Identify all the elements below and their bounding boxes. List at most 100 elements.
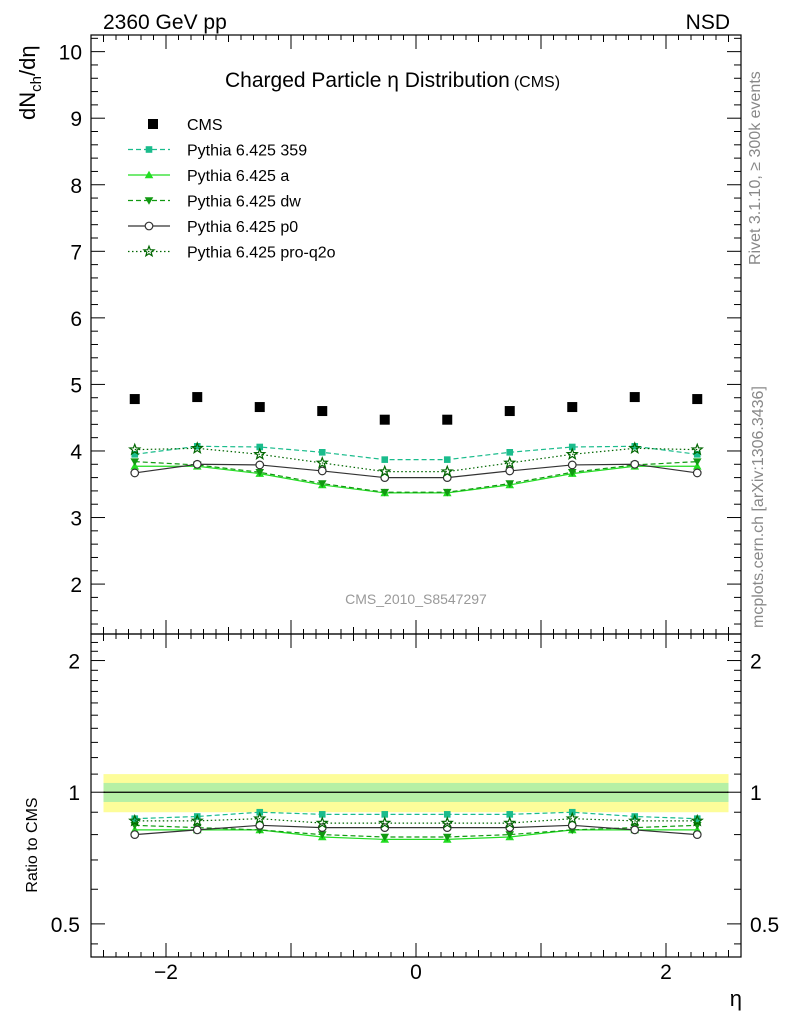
series-cms-data <box>129 392 703 425</box>
data-point-marker <box>193 443 201 450</box>
data-point-marker <box>254 402 265 413</box>
legend-item: Pythia 6.425 p0 <box>128 219 298 236</box>
x-tick-label: 2 <box>660 961 672 984</box>
data-point-marker <box>144 221 154 231</box>
series-pythia-6-425-pro-q2o <box>128 441 704 478</box>
data-point-marker <box>505 466 515 476</box>
data-point-marker <box>317 406 328 417</box>
data-point-marker <box>503 816 517 829</box>
y-tick-label: 8 <box>70 175 82 198</box>
y-tick-label: 9 <box>70 108 82 131</box>
data-point-marker <box>128 442 142 456</box>
data-point-marker <box>628 441 642 454</box>
data-point-marker <box>130 468 140 478</box>
ratio-tick-label-right: 2 <box>750 651 762 674</box>
series-line <box>134 818 698 824</box>
ratio-series-pythia-6-425-pro-q2o <box>128 811 704 829</box>
data-point-marker <box>318 811 326 818</box>
y-tick-label: 2 <box>70 574 82 597</box>
x-tick-label: −2 <box>154 961 178 984</box>
data-point-marker <box>129 394 140 405</box>
data-point-marker <box>629 392 640 403</box>
data-point-marker <box>315 455 329 469</box>
series-line <box>134 824 698 836</box>
y-tick-label: 6 <box>70 308 82 331</box>
series-line <box>134 465 698 494</box>
y-tick-label: 4 <box>70 441 82 464</box>
legend-label: Pythia 6.425 359 <box>187 143 307 160</box>
data-point-marker <box>440 816 454 829</box>
data-point-marker <box>565 447 579 460</box>
data-point-marker <box>255 468 265 477</box>
x-axis-label: η <box>730 986 742 1011</box>
ratio-tick-label-right: 1 <box>750 782 762 805</box>
data-point-marker <box>440 464 454 478</box>
data-point-marker <box>505 831 515 839</box>
ratio-tick-label-left: 2 <box>68 651 80 674</box>
data-point-marker <box>506 811 514 818</box>
legend-item: CMS <box>148 117 223 134</box>
series-line <box>134 811 698 820</box>
legend-label: Pythia 6.425 a <box>187 168 289 185</box>
legend-label: Pythia 6.425 p0 <box>187 219 298 236</box>
data-point-marker <box>130 458 140 466</box>
data-point-marker <box>504 406 515 417</box>
data-point-marker <box>131 815 139 822</box>
series-line <box>134 463 698 479</box>
data-point-marker <box>145 146 153 153</box>
data-point-marker <box>190 441 204 454</box>
legend-label: CMS <box>187 117 223 134</box>
main-plot-panel <box>90 34 742 635</box>
data-point-marker <box>630 825 640 835</box>
ratio-tick-label-left: 1 <box>68 782 80 805</box>
data-point-marker <box>692 468 702 478</box>
data-point-marker <box>131 451 139 458</box>
legend-item: Pythia 6.425 pro-q2o <box>128 244 336 262</box>
data-point-marker <box>692 830 702 840</box>
ratio-series-pythia-6-425-p0 <box>130 820 702 840</box>
data-point-marker <box>567 468 577 477</box>
data-point-marker <box>379 414 390 425</box>
header-right: NSD <box>686 11 730 34</box>
y-tick-label: 10 <box>59 42 82 65</box>
data-point-marker <box>505 480 515 488</box>
series-line <box>134 824 698 838</box>
data-point-marker <box>317 480 327 488</box>
data-point-marker <box>378 464 392 478</box>
legend-item: Pythia 6.425 359 <box>128 143 307 160</box>
data-point-marker <box>317 831 327 839</box>
series-pythia-6-425-359 <box>131 443 701 463</box>
data-point-marker <box>631 443 639 450</box>
data-point-marker <box>148 119 158 129</box>
data-point-marker <box>142 244 156 258</box>
data-point-marker <box>503 455 517 469</box>
ratio-series-pythia-6-425-dw <box>130 822 702 842</box>
data-point-marker <box>315 816 329 829</box>
data-point-marker <box>256 443 264 451</box>
data-point-marker <box>568 443 576 451</box>
data-point-marker <box>381 456 389 463</box>
legend: CMS Pythia 6.425 359 Pythia 6.425 a Pythia … <box>128 117 336 262</box>
data-point-marker <box>628 813 642 827</box>
y-tick-label: 5 <box>70 374 82 397</box>
data-point-marker <box>692 458 702 466</box>
data-point-marker <box>692 394 703 405</box>
side-label-rivet: Rivet 3.1.10, ≥ 300k events <box>747 71 764 265</box>
data-point-marker <box>128 813 142 827</box>
ratio-plot-panel <box>90 633 742 958</box>
data-point-marker <box>378 816 392 829</box>
data-point-marker <box>192 392 203 403</box>
x-tick-label: 0 <box>410 961 422 984</box>
y-tick-label: 7 <box>70 241 82 264</box>
analysis-id-watermark: CMS_2010_S8547297 <box>345 591 487 607</box>
series-line <box>134 445 698 461</box>
data-point-marker <box>144 197 154 205</box>
header-left: 2360 GeV pp <box>103 11 227 34</box>
data-point-marker <box>255 460 265 470</box>
data-point-marker <box>443 811 451 818</box>
data-point-marker <box>567 460 577 470</box>
data-point-marker <box>565 811 579 825</box>
data-point-marker <box>630 459 640 469</box>
chart-title: Charged Particle η Distribution (CMS) <box>225 69 560 92</box>
